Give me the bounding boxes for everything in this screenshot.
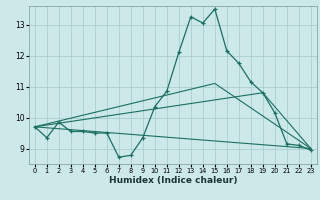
X-axis label: Humidex (Indice chaleur): Humidex (Indice chaleur) [108, 176, 237, 185]
